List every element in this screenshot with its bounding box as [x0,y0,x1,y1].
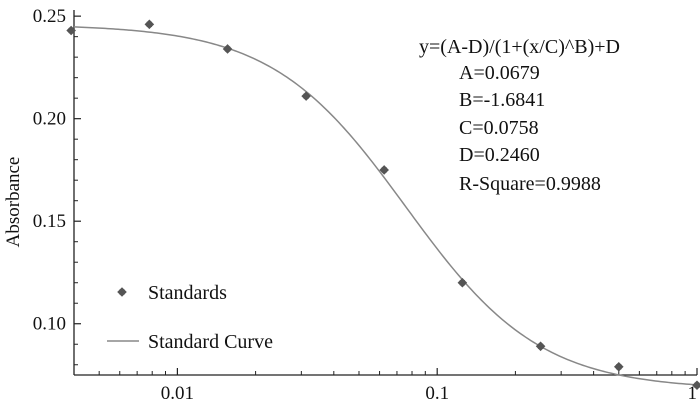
param-d-text: D=0.2460 [459,144,540,166]
y-tick-label: 0.25 [33,6,66,27]
legend: Standards Standard Curve [107,282,273,353]
standard-point [613,362,624,372]
standard-point [457,277,468,288]
curve-layer [73,26,698,386]
points-layer [66,19,700,391]
tick-labels: 0.10 0.15 0.20 0.25 0.01 0.1 1 [33,6,697,403]
standard-point [144,19,155,30]
axes [73,10,697,376]
param-b-text: B=-1.6841 [459,89,545,111]
standard-point [222,44,233,54]
equation-annotation: y=(A-D)/(1+(x/C)^B)+D A=0.0679 B=-1.6841… [419,36,620,195]
y-axis-label: Absorbance [3,157,24,248]
x-tick-label: 0.1 [425,383,449,403]
legend-label-standards: Standards [148,282,227,304]
y-tick-label: 0.10 [33,314,66,335]
y-tick-label: 0.15 [33,211,66,232]
standard-point [535,341,546,352]
legend-marker-standards [117,287,127,297]
y-tick-label: 0.20 [33,109,66,130]
x-tick-label: 0.01 [161,383,194,403]
standard-point [379,165,389,175]
standard-point [301,91,311,101]
x-tick-label: 1 [688,383,698,403]
param-a-text: A=0.0679 [459,62,540,84]
legend-label-standard-curve: Standard Curve [148,331,273,353]
param-c-text: C=0.0758 [459,117,539,139]
r-square-text: R-Square=0.9988 [459,173,601,195]
standard-point [66,25,76,36]
equation-text: y=(A-D)/(1+(x/C)^B)+D [419,36,620,58]
standard-curve-line [73,26,698,386]
standard-point [692,380,700,391]
tick-marks [73,15,698,375]
